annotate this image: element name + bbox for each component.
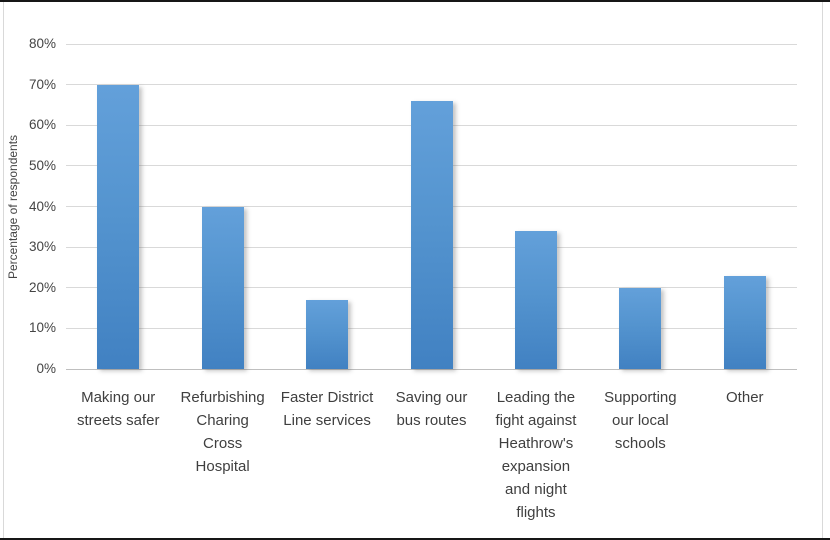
plot-area (66, 43, 797, 370)
bar-5 (619, 287, 662, 369)
category-label-1: Refurbishing Charing Cross Hospital (180, 389, 265, 475)
category-label-4: Leading the fight against Heathrow's exp… (495, 389, 577, 521)
bar-2 (306, 299, 349, 369)
y-tick-label-50: 50% (28, 157, 56, 173)
y-tick-label-70: 70% (28, 76, 56, 92)
bar-0 (97, 84, 140, 369)
category-label-5: Supporting our local schools (604, 389, 677, 452)
y-tick-label-0: 0% (36, 361, 56, 376)
gridline-70 (66, 84, 797, 86)
screenshot-top-edge (0, 0, 830, 2)
category-label-0: Making our streets safer (76, 389, 160, 429)
chart-frame-right-border (822, 0, 823, 540)
y-tick-label-60: 60% (28, 117, 56, 133)
gridline-80 (66, 43, 797, 45)
x-axis-line (66, 369, 797, 370)
y-tick-label-80: 80% (28, 36, 56, 51)
bar-3 (410, 100, 453, 369)
y-tick-label-20: 20% (28, 279, 56, 295)
category-label-3: Saving our bus routes (395, 389, 468, 429)
y-tick-label-40: 40% (28, 198, 56, 214)
category-label-6: Other (726, 389, 764, 406)
y-tick-label-30: 30% (28, 239, 56, 255)
bar-6 (723, 275, 766, 369)
category-label-2: Faster District Line services (280, 389, 374, 429)
bar-4 (514, 230, 557, 369)
bar-1 (201, 206, 244, 369)
y-tick-label-10: 10% (28, 320, 56, 336)
screenshot-bottom-edge (0, 538, 830, 540)
chart-frame-left-border (3, 0, 4, 540)
